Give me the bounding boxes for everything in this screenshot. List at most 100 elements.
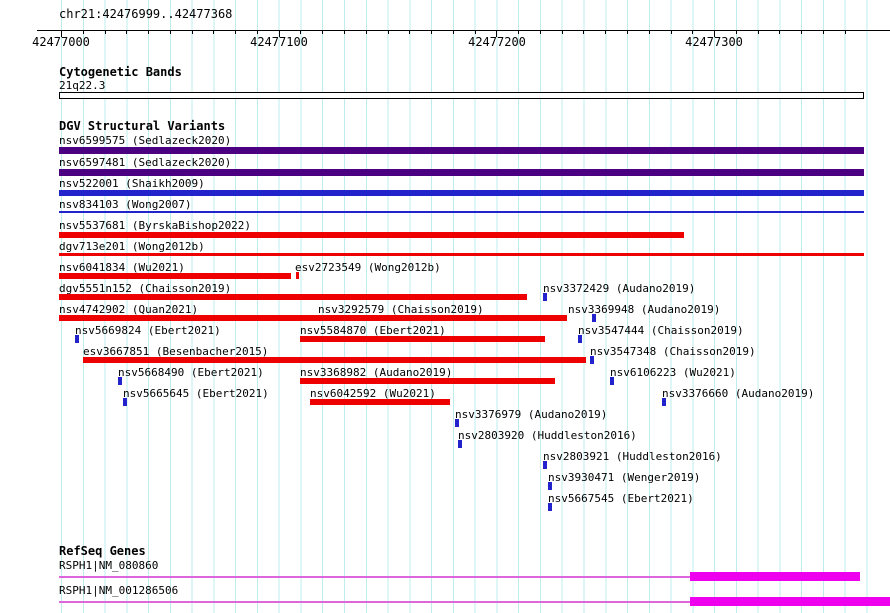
feature-label-rsph1-nm-080860[interactable]: RSPH1|NM_080860 — [59, 559, 159, 572]
feature-glyph-nsv6042592[interactable] — [310, 399, 450, 405]
feature-label-esv3667851[interactable]: esv3667851 (Besenbacher2015) — [83, 345, 269, 358]
feature-label-nsv3369948[interactable]: nsv3369948 (Audano2019) — [568, 303, 721, 316]
ruler-tick-minor — [518, 30, 520, 34]
feature-glyph-21q22-3[interactable] — [59, 92, 864, 99]
feature-label-nsv3372429[interactable]: nsv3372429 (Audano2019) — [543, 282, 696, 295]
feature-glyph-rsph1-nm-080860[interactable] — [59, 576, 690, 578]
feature-glyph-nsv3369948[interactable] — [592, 314, 596, 322]
feature-label-nsv2803921[interactable]: nsv2803921 (Huddleston2016) — [543, 450, 722, 463]
ruler-tick-major — [496, 30, 498, 37]
ruler-tick-minor — [148, 30, 150, 34]
feature-label-rsph1-nm-001286506[interactable]: RSPH1|NM_001286506 — [59, 584, 179, 597]
ruler-tick-major — [714, 30, 716, 37]
ruler-tick-label: 42477300 — [685, 35, 743, 49]
ruler-tick-minor — [561, 30, 563, 34]
ruler-tick-minor — [822, 30, 824, 34]
ruler-tick-minor — [82, 30, 84, 34]
feature-glyph-nsv3292579[interactable] — [318, 315, 567, 321]
feature-glyph-nsv3547444[interactable] — [578, 335, 582, 343]
feature-label-dgv713e201[interactable]: dgv713e201 (Wong2012b) — [59, 240, 205, 253]
feature-glyph-rsph1-nm-001286506[interactable] — [690, 597, 890, 606]
ruler-tick-label: 42477000 — [32, 35, 90, 49]
feature-glyph-esv2723549[interactable] — [296, 272, 299, 279]
ruler-tick-minor — [169, 30, 171, 34]
feature-label-nsv5537681[interactable]: nsv5537681 (ByrskaBishop2022) — [59, 219, 252, 232]
ruler-tick-minor — [409, 30, 411, 34]
feature-label-nsv6106223[interactable]: nsv6106223 (Wu2021) — [610, 366, 736, 379]
feature-label-nsv5584870[interactable]: nsv5584870 (Ebert2021) — [300, 324, 446, 337]
feature-glyph-rsph1-nm-001286506[interactable] — [59, 601, 690, 603]
ruler-tick-minor — [779, 30, 781, 34]
feature-label-nsv2803920[interactable]: nsv2803920 (Huddleston2016) — [458, 429, 637, 442]
ruler-tick-major — [278, 30, 280, 37]
feature-label-esv2723549[interactable]: esv2723549 (Wong2012b) — [295, 261, 441, 274]
feature-label-nsv3292579[interactable]: nsv3292579 (Chaisson2019) — [318, 303, 484, 316]
feature-label-nsv4742902[interactable]: nsv4742902 (Quan2021) — [59, 303, 199, 316]
ruler-tick-minor — [365, 30, 367, 34]
feature-label-nsv3547348[interactable]: nsv3547348 (Chaisson2019) — [590, 345, 756, 358]
ruler-tick-minor — [583, 30, 585, 34]
ruler-tick-minor — [670, 30, 672, 34]
ruler-tick-minor — [191, 30, 193, 34]
ruler-tick-minor — [213, 30, 215, 34]
ruler-tick-major — [61, 30, 62, 37]
feature-label-nsv522001[interactable]: nsv522001 (Shaikh2009) — [59, 177, 205, 190]
feature-glyph-nsv2803920[interactable] — [458, 440, 462, 448]
feature-glyph-nsv5584870[interactable] — [300, 336, 545, 342]
feature-glyph-nsv5537681[interactable] — [59, 232, 684, 238]
feature-glyph-nsv3368982[interactable] — [300, 378, 555, 384]
section-heading-cytogenetic-bands: Cytogenetic Bands — [59, 65, 182, 79]
ruler-tick-minor — [648, 30, 650, 34]
ruler-tick-minor — [256, 30, 258, 34]
section-heading-refseq-genes: RefSeq Genes — [59, 544, 146, 558]
feature-label-nsv6041834[interactable]: nsv6041834 (Wu2021) — [59, 261, 185, 274]
feature-label-nsv6042592[interactable]: nsv6042592 (Wu2021) — [310, 387, 436, 400]
feature-glyph-rsph1-nm-080860[interactable] — [690, 572, 860, 581]
feature-label-21q22-3[interactable]: 21q22.3 — [59, 79, 106, 92]
feature-label-nsv3368982[interactable]: nsv3368982 (Audano2019) — [300, 366, 453, 379]
feature-label-nsv6597481[interactable]: nsv6597481 (Sedlazeck2020) — [59, 156, 232, 169]
ruler-tick-minor — [344, 30, 345, 34]
feature-label-nsv3376660[interactable]: nsv3376660 (Audano2019) — [662, 387, 815, 400]
feature-glyph-nsv6041834[interactable] — [59, 273, 291, 279]
feature-glyph-nsv2803921[interactable] — [543, 461, 547, 469]
feature-glyph-nsv3930471[interactable] — [548, 482, 552, 490]
feature-label-nsv5665645[interactable]: nsv5665645 (Ebert2021) — [123, 387, 269, 400]
feature-label-nsv5667545[interactable]: nsv5667545 (Ebert2021) — [548, 492, 694, 505]
ruler-tick-minor — [801, 30, 803, 34]
region-title: chr21:42476999..42477368 — [59, 7, 233, 21]
feature-label-dgv5551n152[interactable]: dgv5551n152 (Chaisson2019) — [59, 282, 232, 295]
feature-glyph-nsv3376979[interactable] — [455, 419, 459, 427]
feature-glyph-nsv834103[interactable] — [59, 211, 864, 213]
feature-label-nsv6599575[interactable]: nsv6599575 (Sedlazeck2020) — [59, 134, 232, 147]
feature-glyph-nsv522001[interactable] — [59, 190, 864, 196]
feature-glyph-nsv5665645[interactable] — [123, 398, 127, 406]
feature-glyph-esv3667851[interactable] — [83, 357, 586, 363]
feature-label-nsv3930471[interactable]: nsv3930471 (Wenger2019) — [548, 471, 701, 484]
ruler-tick-label: 42477100 — [250, 35, 308, 49]
ruler-tick-minor — [300, 30, 302, 34]
feature-glyph-nsv5668490[interactable] — [118, 377, 122, 385]
feature-label-nsv834103[interactable]: nsv834103 (Wong2007) — [59, 198, 192, 211]
feature-glyph-dgv5551n152[interactable] — [59, 294, 527, 300]
feature-label-nsv3376979[interactable]: nsv3376979 (Audano2019) — [455, 408, 608, 421]
feature-label-nsv3547444[interactable]: nsv3547444 (Chaisson2019) — [578, 324, 744, 337]
section-heading-dgv-structural-variants: DGV Structural Variants — [59, 119, 226, 133]
feature-glyph-nsv4742902[interactable] — [59, 315, 567, 321]
feature-glyph-nsv5669824[interactable] — [75, 335, 79, 343]
feature-glyph-nsv6106223[interactable] — [610, 377, 614, 385]
feature-glyph-nsv6599575[interactable] — [59, 147, 864, 154]
feature-glyph-nsv3376660[interactable] — [662, 398, 666, 406]
feature-label-nsv5668490[interactable]: nsv5668490 (Ebert2021) — [118, 366, 264, 379]
feature-glyph-nsv6597481[interactable] — [59, 169, 864, 176]
ruler-tick-minor — [474, 30, 476, 34]
ruler-tick-minor — [605, 30, 607, 34]
feature-label-nsv5669824[interactable]: nsv5669824 (Ebert2021) — [75, 324, 221, 337]
feature-glyph-nsv5667545[interactable] — [548, 503, 552, 511]
feature-glyph-nsv3547348[interactable] — [590, 356, 594, 364]
feature-glyph-nsv3372429[interactable] — [543, 293, 547, 301]
ruler-tick-label: 42477200 — [468, 35, 526, 49]
feature-glyph-dgv713e201[interactable] — [59, 253, 864, 256]
ruler-tick-minor — [431, 30, 433, 34]
